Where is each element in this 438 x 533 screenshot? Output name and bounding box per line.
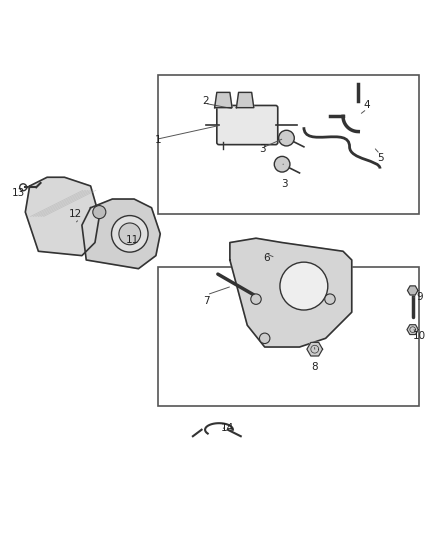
- Bar: [158, 75, 419, 214]
- Text: 13: 13: [12, 188, 25, 198]
- Polygon shape: [215, 92, 232, 108]
- Text: 8: 8: [311, 361, 318, 372]
- Text: 3: 3: [259, 144, 266, 154]
- Circle shape: [280, 262, 328, 310]
- Polygon shape: [237, 92, 254, 108]
- Text: 7: 7: [203, 296, 209, 306]
- Text: 6: 6: [264, 253, 270, 263]
- Polygon shape: [25, 177, 99, 256]
- Polygon shape: [230, 238, 352, 347]
- Circle shape: [325, 294, 335, 304]
- Text: 14: 14: [221, 423, 234, 433]
- Bar: [158, 266, 419, 406]
- Circle shape: [112, 215, 148, 252]
- Polygon shape: [307, 342, 322, 356]
- Circle shape: [251, 294, 261, 304]
- Text: 4: 4: [364, 100, 370, 110]
- Text: 2: 2: [203, 96, 209, 106]
- Text: 3: 3: [281, 179, 288, 189]
- Circle shape: [274, 156, 290, 172]
- Polygon shape: [407, 325, 418, 335]
- Circle shape: [259, 333, 270, 344]
- Text: 9: 9: [416, 292, 423, 302]
- Polygon shape: [82, 199, 160, 269]
- Circle shape: [119, 223, 141, 245]
- Polygon shape: [407, 286, 418, 295]
- Text: 11: 11: [125, 236, 138, 245]
- FancyBboxPatch shape: [217, 106, 278, 144]
- Text: 5: 5: [377, 152, 383, 163]
- Text: 10: 10: [413, 331, 426, 341]
- Text: 1: 1: [155, 135, 161, 146]
- Circle shape: [93, 206, 106, 219]
- Circle shape: [279, 130, 294, 146]
- Text: 12: 12: [69, 209, 82, 219]
